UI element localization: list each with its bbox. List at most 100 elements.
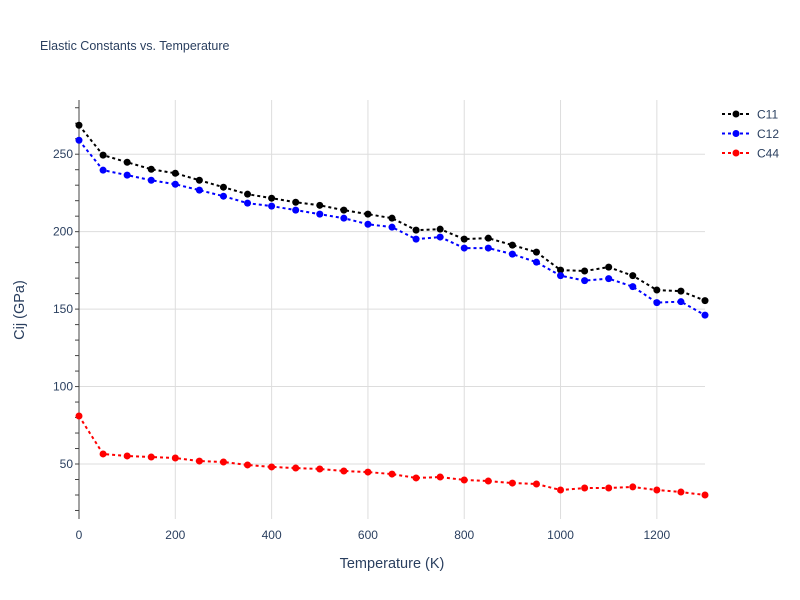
x-tick-label: 1000	[547, 528, 574, 542]
data-point	[581, 267, 589, 275]
data-point	[123, 171, 131, 179]
data-point	[147, 453, 155, 461]
series-c44	[75, 412, 709, 499]
y-tick-label: 100	[53, 380, 73, 394]
data-point	[532, 258, 540, 266]
x-tick-label: 600	[358, 528, 378, 542]
data-point	[244, 199, 252, 207]
data-point	[677, 287, 685, 295]
data-point	[388, 223, 396, 231]
data-point	[99, 450, 107, 458]
data-point	[412, 235, 420, 243]
data-point	[412, 226, 420, 234]
data-point	[340, 206, 348, 214]
data-point	[316, 465, 324, 473]
data-point	[532, 480, 540, 488]
grid	[79, 100, 705, 519]
data-point	[340, 214, 348, 222]
data-point	[195, 176, 203, 184]
data-point	[605, 484, 613, 492]
data-point	[532, 248, 540, 256]
series-line	[78, 139, 706, 317]
y-tick-label: 150	[53, 302, 73, 316]
legend-marker	[732, 130, 740, 137]
data-point	[75, 121, 83, 129]
data-point	[436, 225, 444, 233]
data-point	[147, 165, 155, 173]
data-point	[364, 468, 372, 476]
data-point	[460, 235, 468, 243]
data-point	[557, 272, 565, 280]
data-point	[508, 479, 516, 487]
data-point	[364, 220, 372, 228]
data-point	[557, 486, 565, 494]
x-axis-label: Temperature (K)	[340, 556, 445, 572]
legend-item-c44[interactable]: C44	[722, 147, 779, 161]
data-point	[123, 158, 131, 166]
data-point	[508, 241, 516, 249]
data-point	[292, 198, 300, 206]
legend[interactable]: C11 C12 C44	[722, 108, 779, 161]
data-point	[219, 183, 227, 191]
data-point	[244, 461, 252, 469]
data-point	[484, 234, 492, 242]
data-point	[677, 298, 685, 306]
legend-label: C11	[757, 108, 778, 122]
x-tick-label: 0	[76, 528, 83, 542]
data-point	[653, 299, 661, 307]
chart-title: Elastic Constants vs. Temperature	[40, 39, 229, 53]
data-point	[701, 297, 709, 305]
data-point	[605, 275, 613, 283]
data-point	[701, 491, 709, 499]
data-point	[171, 169, 179, 177]
data-point	[484, 477, 492, 485]
data-point	[219, 458, 227, 466]
x-tick-label: 200	[165, 528, 185, 542]
data-point	[629, 283, 637, 291]
data-point	[99, 166, 107, 174]
data-point	[436, 473, 444, 481]
legend-marker	[732, 149, 740, 157]
data-point	[629, 483, 637, 491]
data-point	[412, 474, 420, 482]
data-point	[388, 470, 396, 478]
series-c11	[75, 121, 709, 305]
data-point	[219, 192, 227, 200]
data-point	[268, 463, 276, 471]
data-point	[268, 202, 276, 210]
data-point	[75, 136, 83, 144]
series-c12	[75, 136, 709, 319]
data-point	[581, 484, 589, 492]
data-point	[436, 233, 444, 241]
y-tick-label: 250	[53, 147, 73, 161]
series-line	[78, 124, 706, 302]
legend-item-c11[interactable]: C11	[722, 108, 778, 122]
y-tick-label: 200	[53, 225, 73, 239]
data-point	[388, 214, 396, 222]
data-point	[292, 206, 300, 214]
y-tick-label: 50	[60, 457, 74, 471]
series-group	[75, 121, 709, 499]
data-point	[701, 311, 709, 319]
data-point	[171, 454, 179, 462]
data-point	[653, 486, 661, 494]
x-tick-label: 800	[454, 528, 474, 542]
data-point	[605, 263, 613, 271]
data-point	[653, 286, 661, 294]
data-point	[244, 190, 252, 198]
data-point	[171, 180, 179, 188]
data-point	[484, 244, 492, 252]
data-point	[340, 467, 348, 475]
legend-label: C12	[757, 127, 779, 141]
data-point	[629, 272, 637, 280]
data-point	[99, 151, 107, 159]
legend-item-c12[interactable]: C12	[722, 127, 779, 141]
x-tick-label: 1200	[643, 528, 670, 542]
data-point	[677, 488, 685, 496]
x-tick-label: 400	[262, 528, 282, 542]
data-point	[460, 476, 468, 484]
data-point	[123, 452, 131, 460]
data-point	[195, 457, 203, 465]
